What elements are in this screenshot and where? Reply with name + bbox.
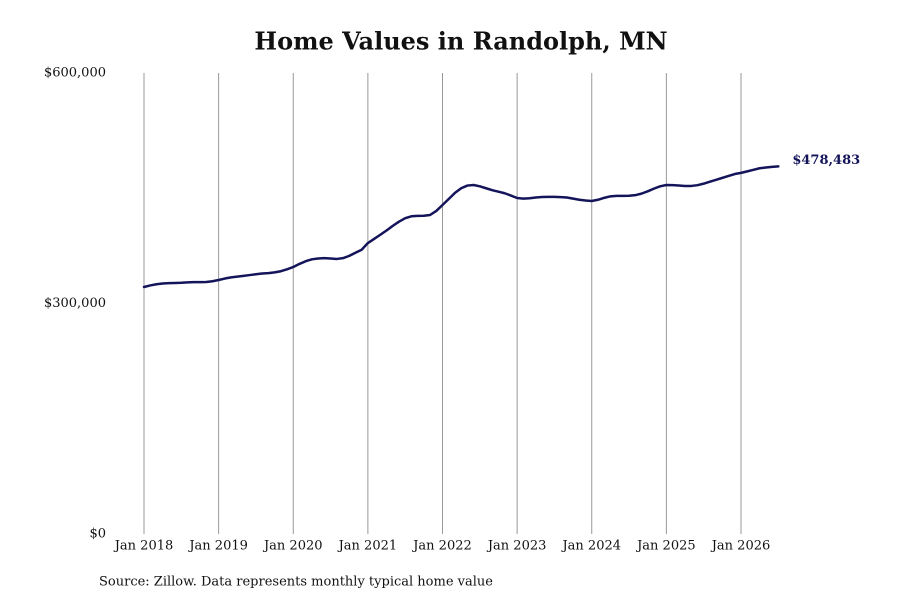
y-tick-label: $600,000: [44, 66, 106, 81]
line-series: [142, 165, 780, 289]
y-tick-label: $0: [89, 527, 106, 542]
x-tick-label: Jan 2020: [262, 539, 323, 554]
x-tick-label: Jan 2022: [411, 539, 472, 554]
x-tick-label: Jan 2021: [337, 539, 398, 554]
chart-title: Home Values in Randolph, MN: [254, 27, 667, 56]
x-tick-label: Jan 2023: [486, 539, 547, 554]
x-tick-label: Jan 2026: [710, 539, 771, 554]
x-tick-label: Jan 2025: [635, 539, 696, 554]
x-tick-label: Jan 2019: [187, 539, 248, 554]
y-tick-label: $300,000: [44, 296, 106, 311]
source-note: Source: Zillow. Data represents monthly …: [99, 575, 493, 590]
x-tick-label: Jan 2024: [560, 539, 621, 554]
end-value-label: $478,483: [792, 153, 860, 168]
x-tick-label: Jan 2018: [113, 539, 174, 554]
